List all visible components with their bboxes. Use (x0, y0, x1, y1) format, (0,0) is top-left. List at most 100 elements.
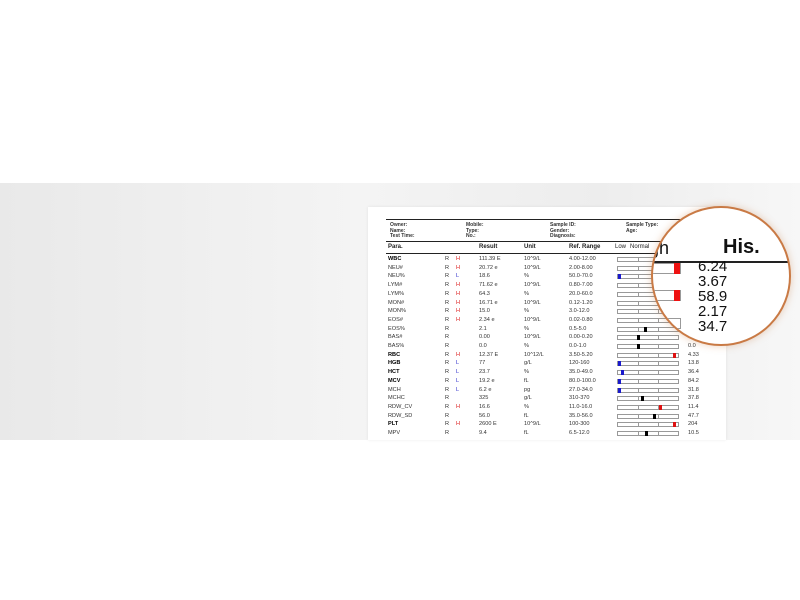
unit: g/L (524, 360, 532, 367)
ref-range: 35.0-56.0 (569, 412, 593, 419)
param-name: EOS% (388, 325, 405, 332)
r-flag: R (445, 386, 450, 393)
his-value: 47.7 (688, 412, 699, 419)
table-row: PLT R H 2600 E 10^9/L 100-300 204 (368, 421, 726, 429)
sample-type-label: Sample Type: (626, 222, 659, 228)
result-value: 16.71 e (479, 299, 498, 306)
param-name: MCH (388, 386, 401, 393)
hl-flag: H (456, 282, 461, 289)
result-value: 111.39 E (479, 256, 501, 262)
hl-flag: H (456, 299, 461, 306)
param-name: MON% (388, 308, 407, 315)
unit: 10^9/L (524, 256, 541, 262)
hl-flag: L (456, 386, 460, 393)
param-name: LYM% (388, 290, 405, 297)
unit: 10^9/L (524, 264, 541, 271)
result-value: 0.00 (479, 334, 490, 341)
table-row: MCH R L 6.2 e pg 27.0-34.0 31.8 (368, 387, 726, 395)
ref-range: 50.0-70.0 (569, 273, 593, 280)
table-row: NEU# R H 20.72 e 10^9/L 2.00-8.00 (368, 265, 726, 273)
result-value: 2.34 e (479, 316, 495, 323)
range-marker (636, 344, 640, 349)
result-value: 77 (479, 360, 486, 367)
hl-flag: H (456, 256, 461, 262)
magnified-marker (674, 290, 680, 301)
unit: % (524, 403, 529, 410)
range-marker (620, 370, 624, 376)
ref-range: 0.5-5.0 (569, 325, 587, 332)
range-bar (617, 352, 679, 358)
range-marker (643, 326, 647, 332)
param-name: MCV (388, 377, 401, 384)
ref-range: 27.0-34.0 (569, 386, 593, 393)
ref-range: 3.50-5.20 (569, 351, 593, 358)
unit: fL (524, 412, 529, 419)
table-row: BAS% R 0.0% 0.0-1.0 0.0 (368, 343, 726, 351)
his-value: 0.0 (688, 343, 696, 349)
r-flag: R (445, 377, 450, 384)
his-value: 11.4 (688, 403, 699, 410)
meta-col-4: Sample Type: Age: (626, 222, 659, 234)
unit: 10^12/L (524, 351, 544, 358)
range-marker (618, 387, 621, 393)
result-value: 19.2 e (479, 377, 495, 384)
hl-flag: H (456, 316, 461, 323)
result-value: 2.1 (479, 325, 487, 332)
param-name: MON# (388, 299, 405, 306)
table-row: RBC R H 12.37 E 10^12/L 3.50-5.20 4.33 (368, 352, 726, 360)
result-value: 56.0 (479, 412, 490, 419)
unit: % (524, 290, 529, 297)
r-flag: R (445, 412, 450, 419)
col-low: Low (615, 244, 627, 250)
range-marker (673, 352, 677, 358)
r-flag: R (445, 316, 450, 323)
hl-flag: H (456, 351, 461, 358)
unit: % (524, 325, 529, 332)
table-row: NEU% R L 18.6% 50.0-70.0 (368, 273, 726, 281)
r-flag: R (445, 290, 450, 297)
unit: 10^9/L (524, 334, 541, 341)
result-value: 15.0 (479, 308, 490, 315)
magnified-bar (653, 318, 681, 329)
result-value: 18.6 (479, 273, 490, 280)
r-flag: R (445, 369, 450, 376)
param-name: BAS% (388, 343, 405, 349)
test-time-label: Test Time: (390, 233, 415, 239)
r-flag: R (445, 403, 450, 410)
his-value: 204 (688, 421, 698, 428)
result-value: 6.2 e (479, 386, 492, 393)
unit: % (524, 273, 529, 280)
hl-flag: H (456, 308, 461, 315)
param-name: NEU# (388, 264, 403, 271)
ref-range: 0.12-1.20 (569, 299, 593, 306)
r-flag: R (445, 256, 450, 262)
unit: 10^9/L (524, 421, 541, 428)
col-result: Result (479, 244, 498, 250)
unit: % (524, 369, 529, 376)
param-name: MPV (388, 430, 401, 436)
result-value: 16.6 (479, 403, 490, 410)
hl-flag: H (456, 421, 461, 428)
magnified-value: 34.7 (698, 318, 728, 335)
range-bar (617, 396, 679, 402)
header-rule (386, 241, 726, 242)
hl-flag: L (456, 360, 460, 367)
ref-range: 100-300 (569, 421, 590, 428)
range-bar (617, 335, 679, 341)
param-name: EOS# (388, 316, 403, 323)
result-value: 23.7 (479, 369, 490, 376)
magnified-header-fragment: gh (651, 238, 670, 258)
r-flag: R (445, 351, 450, 358)
r-flag: R (445, 395, 450, 402)
hl-flag: L (456, 273, 460, 280)
r-flag: R (445, 334, 450, 341)
magnified-his-header: His. (723, 236, 760, 258)
unit: fL (524, 430, 529, 436)
ref-range: 0.80-7.00 (569, 282, 593, 289)
col-ref-range: Ref. Range (569, 244, 601, 250)
param-name: LYM# (388, 282, 403, 289)
range-marker (673, 422, 677, 428)
his-value: 84.2 (688, 377, 699, 384)
table-row: MPV R 9.4 fL 6.5-12.0 10.5 (368, 430, 726, 438)
range-marker (618, 274, 621, 280)
